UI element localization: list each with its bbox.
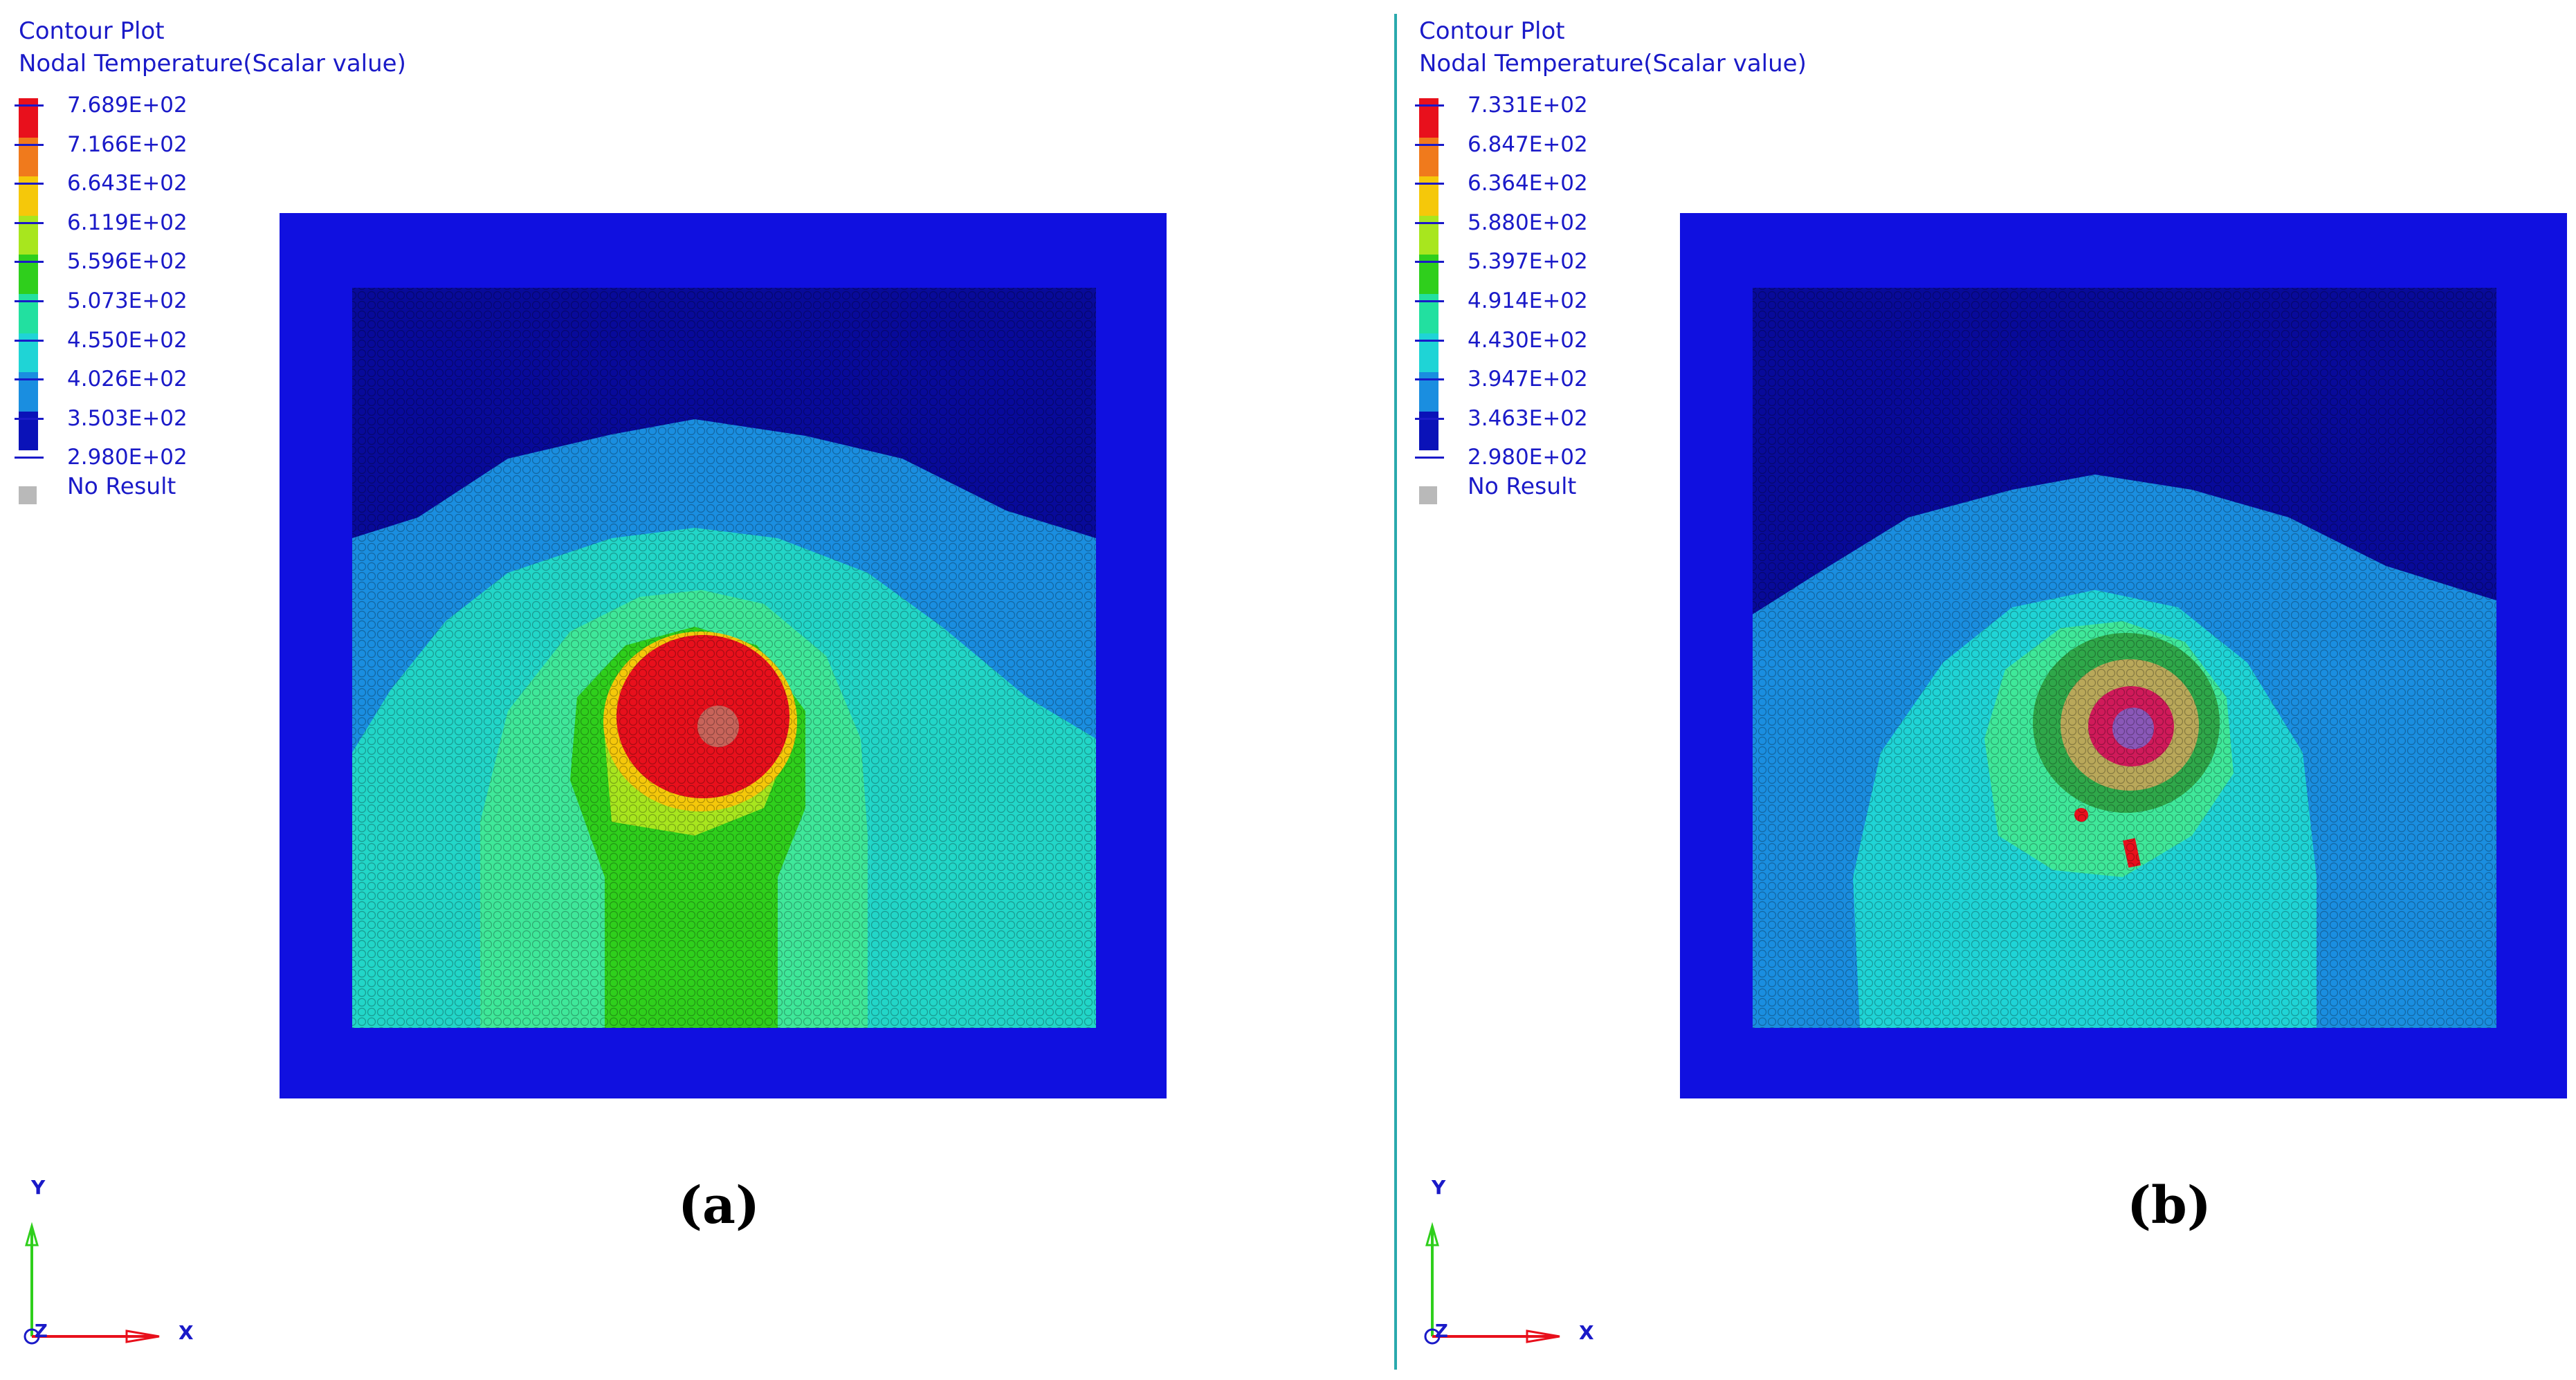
legend-value: 2.980E+02 — [1468, 445, 1588, 470]
legend-value: 6.643E+02 — [67, 171, 188, 196]
temperature-contour-model[interactable] — [1680, 213, 2567, 1098]
particle-overlay — [352, 288, 1096, 1028]
legend-value: 3.503E+02 — [67, 406, 188, 431]
y-axis-label: Y — [31, 1176, 46, 1199]
legend-value: 7.689E+02 — [67, 93, 188, 118]
legend-value: 4.550E+02 — [67, 328, 188, 353]
plot-title: Contour Plot — [1419, 17, 1565, 45]
figure-caption: (b) — [2127, 1176, 2211, 1235]
legend-value: 4.914E+02 — [1468, 288, 1588, 313]
legend-value: 6.119E+02 — [67, 210, 188, 235]
legend-value: 2.980E+02 — [67, 445, 188, 470]
result-type-label: Nodal Temperature(Scalar value) — [19, 50, 406, 77]
legend-value: 5.880E+02 — [1468, 210, 1588, 235]
z-axis-label: Z — [1435, 1321, 1448, 1342]
particle-overlay — [1753, 288, 2496, 1028]
result-type-label: Nodal Temperature(Scalar value) — [1419, 50, 1807, 77]
legend-value: 5.397E+02 — [1468, 249, 1588, 274]
viewport-panel-a[interactable]: Contour Plot Nodal Temperature(Scalar va… — [0, 0, 1287, 1380]
no-result-swatch — [1419, 486, 1437, 504]
no-result-label: No Result — [1468, 472, 1577, 499]
legend-value: 3.463E+02 — [1468, 406, 1588, 431]
temperature-contour-model[interactable] — [280, 213, 1167, 1098]
z-axis-label: Z — [35, 1321, 48, 1342]
x-axis-label: X — [179, 1321, 194, 1344]
panel-divider[interactable] — [1394, 14, 1397, 1370]
legend-color-bar — [19, 98, 38, 451]
legend-color-bar — [1419, 98, 1438, 451]
legend-value: 4.026E+02 — [67, 367, 188, 392]
legend-value: 5.596E+02 — [67, 249, 188, 274]
z-axis-marker — [1424, 1328, 1441, 1345]
figure-caption: (a) — [678, 1176, 760, 1235]
no-result-label: No Result — [67, 472, 176, 499]
y-axis-label: Y — [1432, 1176, 1446, 1199]
coordinate-triad — [1424, 1222, 1560, 1345]
plot-title: Contour Plot — [19, 17, 165, 45]
viewport-panel-b[interactable]: Contour Plot Nodal Temperature(Scalar va… — [1400, 0, 2576, 1380]
legend-value: 4.430E+02 — [1468, 328, 1588, 353]
no-result-swatch — [19, 486, 37, 504]
legend-value: 5.073E+02 — [67, 288, 188, 313]
coordinate-triad — [24, 1222, 160, 1345]
z-axis-marker — [24, 1328, 40, 1345]
legend-value: 6.847E+02 — [1468, 132, 1588, 157]
legend-value: 6.364E+02 — [1468, 171, 1588, 196]
legend-value: 7.166E+02 — [67, 132, 188, 157]
legend-value: 7.331E+02 — [1468, 93, 1588, 118]
legend-value: 3.947E+02 — [1468, 367, 1588, 392]
x-axis-label: X — [1579, 1321, 1594, 1344]
